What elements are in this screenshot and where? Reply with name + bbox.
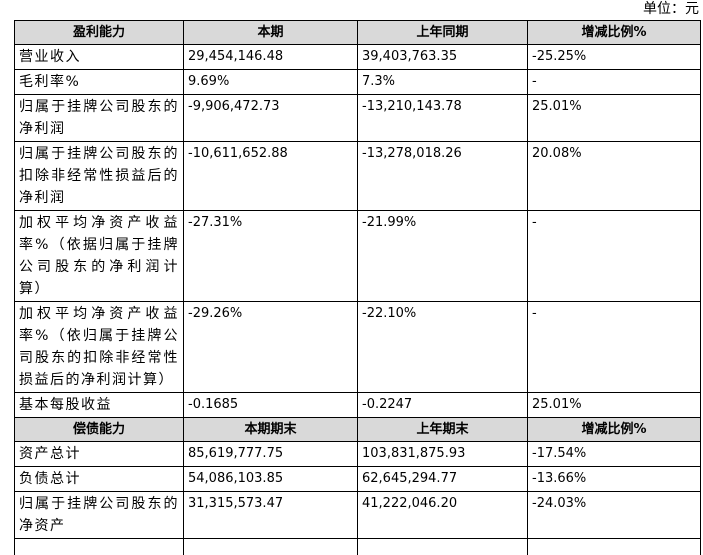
header-row: 偿债能力本期期末上年期末增减比例% [15, 418, 701, 442]
cell: -25.25% [528, 45, 701, 70]
header-cell: 盈利能力 [15, 21, 184, 45]
row-label: 加权平均净资产收益率%（依据归属于挂牌公司股东的净利润计算） [15, 211, 184, 302]
row-label: 基本每股收益 [15, 393, 184, 418]
cell: 9.69% [184, 70, 358, 95]
header-cell: 上年同期 [358, 21, 528, 45]
row-label: 营业收入 [15, 45, 184, 70]
unit-label: 单位：元 [643, 0, 699, 18]
cell: -13.66% [528, 467, 701, 492]
cell: 62,645,294.77 [358, 467, 528, 492]
data-row: 毛利率%9.69%7.3%- [15, 70, 701, 95]
cell: - [528, 302, 701, 393]
cell: 31,315,573.47 [184, 492, 358, 539]
header-row: 盈利能力本期上年同期增减比例% [15, 21, 701, 45]
cell: 54,086,103.85 [184, 467, 358, 492]
header-cell: 上年期末 [358, 418, 528, 442]
cell: -13,278,018.26 [358, 142, 528, 211]
cell: -10,611,652.88 [184, 142, 358, 211]
blank-cell [15, 539, 184, 555]
row-label: 归属于挂牌公司股东的扣除非经常性损益后的净利润 [15, 142, 184, 211]
cell: 25.01% [528, 393, 701, 418]
row-label: 加权平均净资产收益率%（依归属于挂牌公司股东的扣除非经常性损益后的净利润计算） [15, 302, 184, 393]
row-label: 资产总计 [15, 442, 184, 467]
header-cell: 本期 [184, 21, 358, 45]
header-cell: 偿债能力 [15, 418, 184, 442]
cell: - [528, 211, 701, 302]
cell: -0.2247 [358, 393, 528, 418]
cell: 29,454,146.48 [184, 45, 358, 70]
cell: 103,831,875.93 [358, 442, 528, 467]
cell: -13,210,143.78 [358, 95, 528, 142]
data-row: 归属于挂牌公司股东的扣除非经常性损益后的净利润-10,611,652.88-13… [15, 142, 701, 211]
cell: - [528, 70, 701, 95]
row-label: 负债总计 [15, 467, 184, 492]
header-cell: 增减比例% [528, 21, 701, 45]
cell: 25.01% [528, 95, 701, 142]
data-row: 归属于挂牌公司股东的净利润-9,906,472.73-13,210,143.78… [15, 95, 701, 142]
cell: -29.26% [184, 302, 358, 393]
header-cell: 本期期末 [184, 418, 358, 442]
cell: 39,403,763.35 [358, 45, 528, 70]
row-label: 归属于挂牌公司股东的净资产 [15, 492, 184, 539]
cell: 85,619,777.75 [184, 442, 358, 467]
cell: -21.99% [358, 211, 528, 302]
cell: -0.1685 [184, 393, 358, 418]
data-row: 加权平均净资产收益率%（依据归属于挂牌公司股东的净利润计算）-27.31%-21… [15, 211, 701, 302]
cell: -24.03% [528, 492, 701, 539]
header-cell: 增减比例% [528, 418, 701, 442]
blank-cell [184, 539, 358, 555]
cell: -22.10% [358, 302, 528, 393]
cell: 7.3% [358, 70, 528, 95]
data-row: 加权平均净资产收益率%（依归属于挂牌公司股东的扣除非经常性损益后的净利润计算）-… [15, 302, 701, 393]
cell: -27.31% [184, 211, 358, 302]
blank-cell [358, 539, 528, 555]
cell: -17.54% [528, 442, 701, 467]
cell: 41,222,046.20 [358, 492, 528, 539]
blank-cell [528, 539, 701, 555]
row-label: 毛利率% [15, 70, 184, 95]
cell: 20.08% [528, 142, 701, 211]
row-label: 归属于挂牌公司股东的净利润 [15, 95, 184, 142]
blank-row [15, 539, 701, 555]
cell: -9,906,472.73 [184, 95, 358, 142]
